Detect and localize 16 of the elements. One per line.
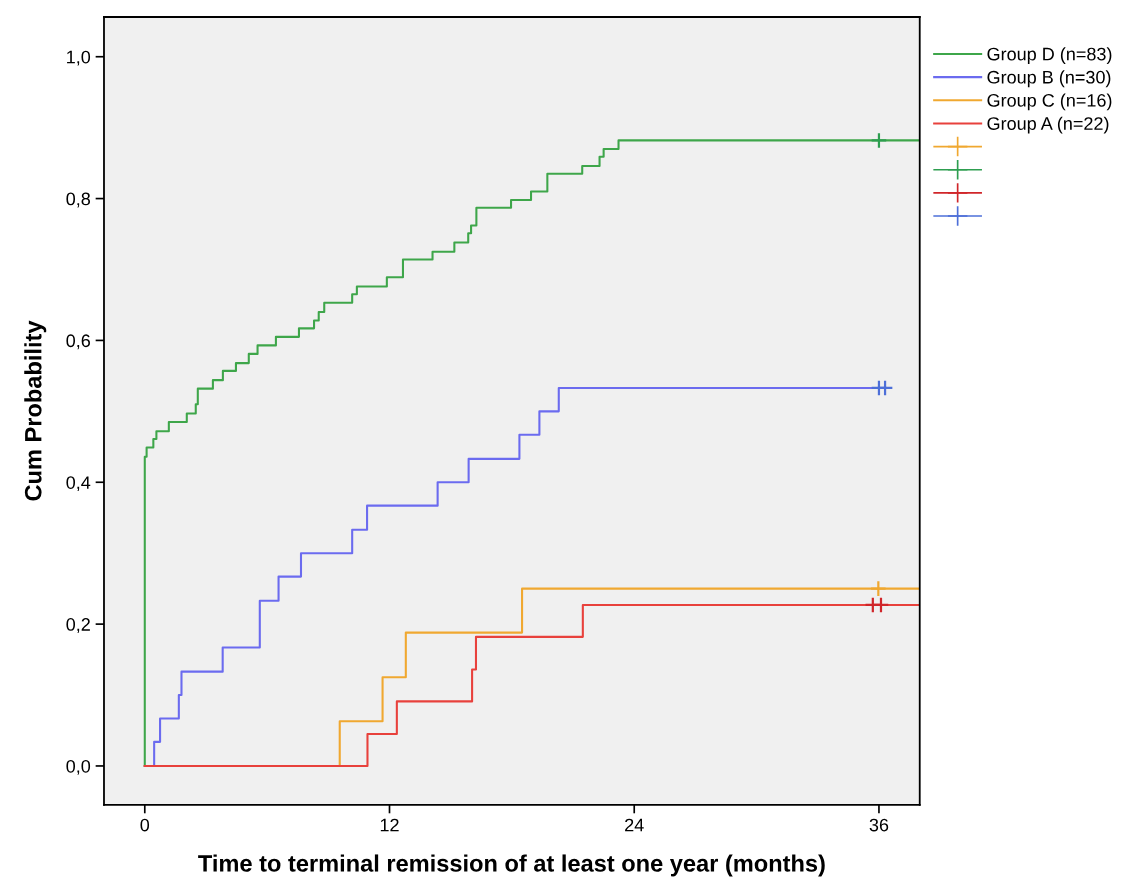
y-tick-label: 0,2 [66, 618, 90, 633]
x-axis-title: Time to terminal remission of at least one year (months) [198, 854, 825, 877]
y-tick-label: 1,0 [67, 50, 91, 66]
y-tick-label: 0,8 [66, 192, 91, 208]
y-tick-label: 0,0 [66, 759, 91, 775]
legend-label: Group D (n=83) [987, 47, 1112, 65]
legend-label: Group C (n=16) [987, 93, 1112, 111]
x-tick-label: 36 [869, 818, 889, 832]
y-tick-label: 0,4 [66, 476, 91, 492]
x-tick-label: 12 [380, 818, 399, 832]
legend-label: Group A (n=22) [987, 116, 1109, 134]
legend-label: Group B (n=30) [987, 70, 1111, 88]
x-tick-label: 0 [140, 818, 150, 832]
y-tick-label: 0,6 [66, 334, 90, 350]
x-tick-label: 24 [625, 818, 644, 832]
y-axis-title: Cum Probability [24, 320, 47, 501]
